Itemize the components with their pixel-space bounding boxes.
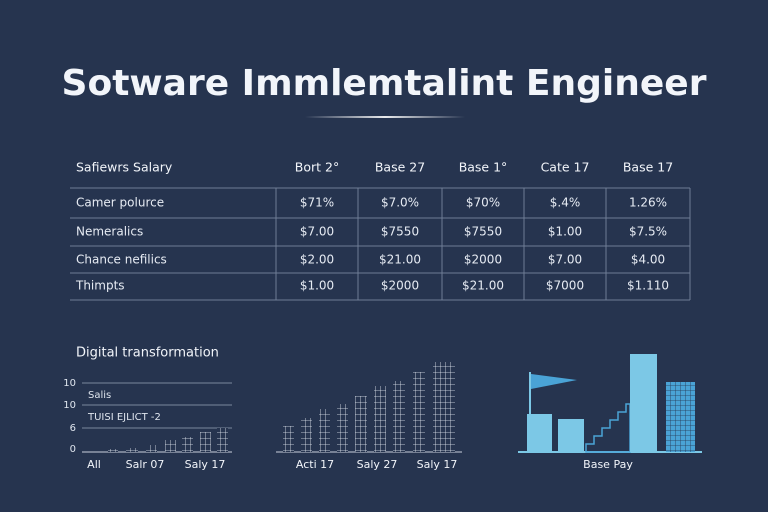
cell: 1.26% [629, 196, 667, 210]
right-chart: Base Pay [518, 354, 702, 471]
axis-label: 10 [63, 400, 76, 411]
cell: $7.00 [300, 225, 334, 239]
bar [666, 382, 695, 452]
bar [374, 386, 386, 452]
cell: $7.5% [629, 225, 667, 239]
cell: $71% [300, 196, 334, 210]
cell: $.4% [550, 196, 581, 210]
bar [301, 418, 312, 452]
bar [413, 372, 425, 452]
flag [531, 374, 577, 389]
title-underline [305, 116, 465, 118]
bar [319, 409, 330, 452]
cell: $1.00 [300, 279, 334, 293]
bar [200, 432, 211, 452]
x-label: Acti 17 [296, 458, 334, 471]
cell: $7.0% [381, 196, 419, 210]
cell: $21.00 [462, 279, 504, 293]
bar [217, 428, 228, 452]
column-header: Bort 2° [295, 160, 339, 175]
cell: $2000 [464, 253, 502, 267]
column-header: Base 1° [459, 160, 508, 175]
row-label: Camer polurce [76, 196, 164, 210]
x-label: Salr 07 [126, 458, 165, 471]
column-header: Safiewrs Salary [76, 160, 173, 175]
bar [337, 404, 348, 452]
bar [630, 354, 657, 452]
salary-table: Safiewrs Salary Bort 2° Base 27 Base 1° Cate… [70, 160, 691, 301]
x-label: Base Pay [583, 458, 633, 471]
cell: $7550 [381, 225, 419, 239]
bar [433, 362, 455, 452]
bar [165, 440, 176, 452]
bar [146, 445, 157, 452]
bar [108, 449, 118, 452]
bar [283, 426, 294, 452]
cell: $1.110 [627, 279, 669, 293]
bar [558, 419, 584, 452]
bar [355, 396, 367, 452]
bar [393, 381, 405, 452]
column-header: Base 17 [623, 160, 673, 175]
cell: $4.00 [631, 253, 665, 267]
cell: $7000 [546, 279, 584, 293]
cell: $70% [466, 196, 500, 210]
left-chart: 10 10 6 0 Salis TUISI EJLICT -2 All Salr… [63, 378, 232, 471]
x-label: All [87, 458, 101, 471]
legend-label: TUISI EJLICT -2 [87, 412, 161, 423]
axis-label: 10 [63, 378, 76, 389]
legend-label: Salis [88, 390, 111, 401]
middle-chart: Acti 17 Saly 27 Saly 17 [276, 362, 462, 471]
bar [126, 448, 138, 452]
bar [527, 414, 552, 452]
x-label: Saly 17 [185, 458, 226, 471]
page-title: Sotware Immlemtalint Engineer [62, 63, 707, 104]
axis-label: 6 [70, 423, 76, 434]
x-label: Saly 17 [417, 458, 458, 471]
column-header: Cate 17 [541, 160, 590, 175]
row-label: Nemeralics [76, 225, 143, 239]
cell: $7550 [464, 225, 502, 239]
stairs [585, 403, 631, 453]
axis-label: 0 [70, 444, 76, 455]
row-label: Chance nefilics [76, 253, 167, 267]
cell: $2000 [381, 279, 419, 293]
cell: $7.00 [548, 253, 582, 267]
cell: $1.00 [548, 225, 582, 239]
bar [182, 437, 193, 452]
section-title: Digital transformation [76, 346, 219, 361]
x-label: Saly 27 [357, 458, 398, 471]
row-label: Thimpts [75, 279, 125, 293]
column-header: Base 27 [375, 160, 425, 175]
cell: $21.00 [379, 253, 421, 267]
cell: $2.00 [300, 253, 334, 267]
